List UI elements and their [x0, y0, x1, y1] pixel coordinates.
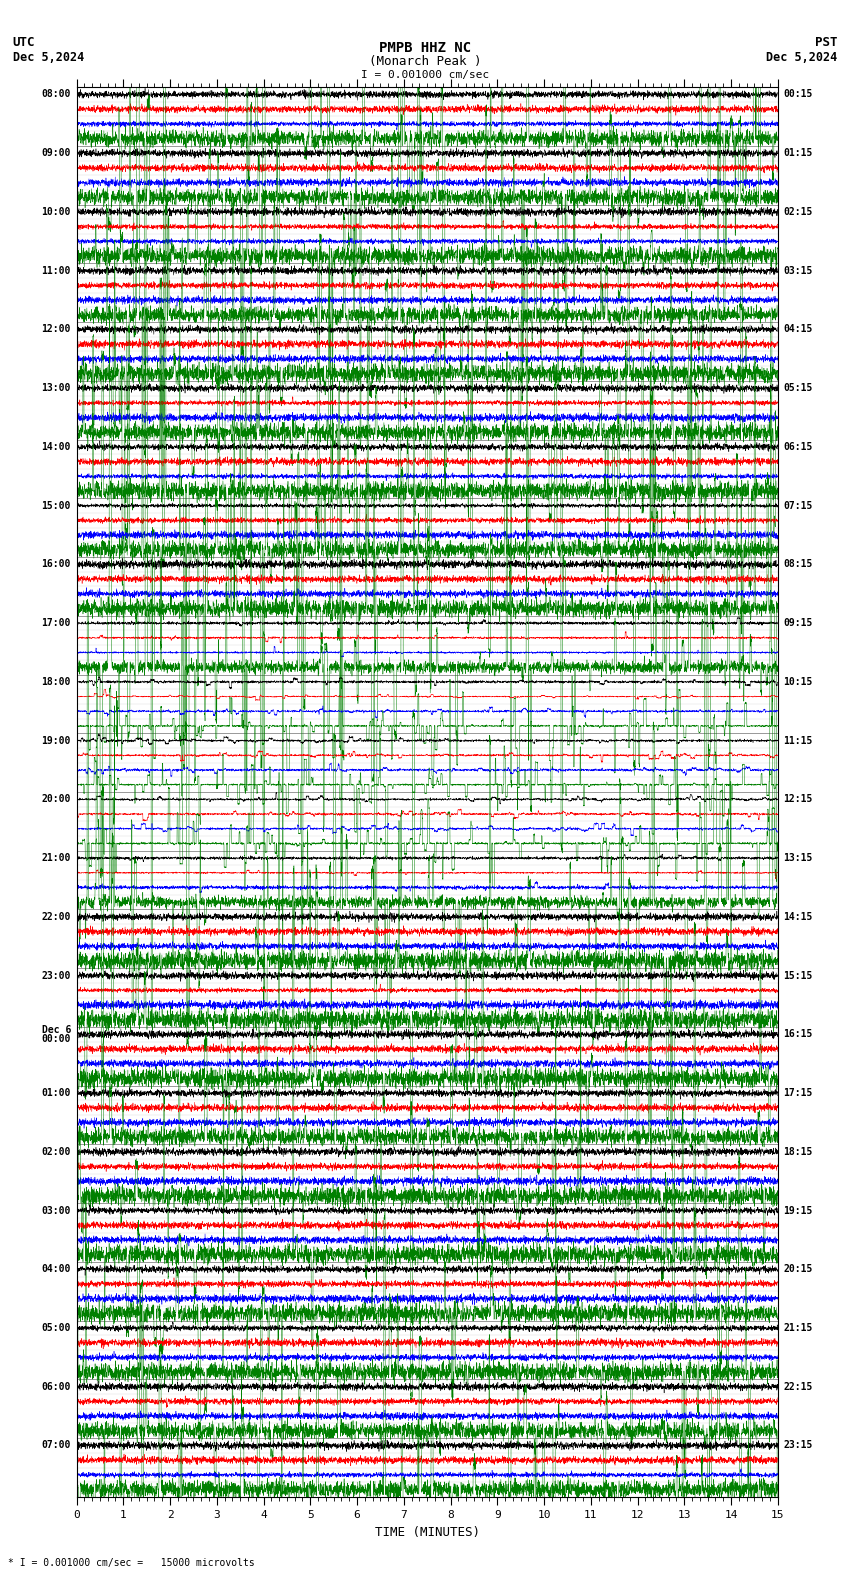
Text: 02:15: 02:15 [784, 208, 813, 217]
Text: PMPB HHZ NC: PMPB HHZ NC [379, 41, 471, 55]
Text: 16:15: 16:15 [784, 1030, 813, 1039]
Text: 09:15: 09:15 [784, 618, 813, 629]
Text: 00:00: 00:00 [42, 1034, 71, 1044]
Text: 17:15: 17:15 [784, 1088, 813, 1098]
Text: 08:15: 08:15 [784, 559, 813, 569]
Text: 09:00: 09:00 [42, 149, 71, 158]
Text: UTC: UTC [13, 36, 35, 49]
Text: 13:00: 13:00 [42, 383, 71, 393]
Text: I = 0.001000 cm/sec: I = 0.001000 cm/sec [361, 70, 489, 79]
Text: 14:15: 14:15 [784, 912, 813, 922]
Text: 05:00: 05:00 [42, 1323, 71, 1334]
Text: 23:00: 23:00 [42, 971, 71, 980]
Text: 22:00: 22:00 [42, 912, 71, 922]
Text: 12:15: 12:15 [784, 794, 813, 805]
Text: 00:15: 00:15 [784, 89, 813, 100]
Text: 23:15: 23:15 [784, 1440, 813, 1451]
Text: 21:00: 21:00 [42, 854, 71, 863]
Text: 10:00: 10:00 [42, 208, 71, 217]
Text: 06:00: 06:00 [42, 1381, 71, 1392]
Text: 01:15: 01:15 [784, 149, 813, 158]
Text: 18:15: 18:15 [784, 1147, 813, 1156]
Text: 15:00: 15:00 [42, 501, 71, 510]
Text: Dec 6: Dec 6 [42, 1025, 71, 1034]
Text: 03:15: 03:15 [784, 266, 813, 276]
Text: 14:00: 14:00 [42, 442, 71, 451]
Text: 08:00: 08:00 [42, 89, 71, 100]
Text: 18:00: 18:00 [42, 676, 71, 687]
Text: 19:00: 19:00 [42, 735, 71, 746]
Text: 11:15: 11:15 [784, 735, 813, 746]
Text: * I = 0.001000 cm/sec =   15000 microvolts: * I = 0.001000 cm/sec = 15000 microvolts [8, 1559, 255, 1568]
Text: 06:15: 06:15 [784, 442, 813, 451]
Text: (Monarch Peak ): (Monarch Peak ) [369, 55, 481, 68]
Text: 15:15: 15:15 [784, 971, 813, 980]
Text: 17:00: 17:00 [42, 618, 71, 629]
Text: 22:15: 22:15 [784, 1381, 813, 1392]
Text: 04:00: 04:00 [42, 1264, 71, 1274]
Text: 03:00: 03:00 [42, 1205, 71, 1215]
Text: 01:00: 01:00 [42, 1088, 71, 1098]
Text: 04:15: 04:15 [784, 325, 813, 334]
Text: 19:15: 19:15 [784, 1205, 813, 1215]
Text: 16:00: 16:00 [42, 559, 71, 569]
Text: Dec 5,2024: Dec 5,2024 [13, 51, 84, 63]
Text: 21:15: 21:15 [784, 1323, 813, 1334]
Text: 05:15: 05:15 [784, 383, 813, 393]
Text: 20:00: 20:00 [42, 794, 71, 805]
X-axis label: TIME (MINUTES): TIME (MINUTES) [375, 1525, 479, 1538]
Text: 10:15: 10:15 [784, 676, 813, 687]
Text: 13:15: 13:15 [784, 854, 813, 863]
Text: 12:00: 12:00 [42, 325, 71, 334]
Text: PST: PST [815, 36, 837, 49]
Text: Dec 5,2024: Dec 5,2024 [766, 51, 837, 63]
Text: 02:00: 02:00 [42, 1147, 71, 1156]
Text: 20:15: 20:15 [784, 1264, 813, 1274]
Text: 07:15: 07:15 [784, 501, 813, 510]
Text: 07:00: 07:00 [42, 1440, 71, 1451]
Text: 11:00: 11:00 [42, 266, 71, 276]
